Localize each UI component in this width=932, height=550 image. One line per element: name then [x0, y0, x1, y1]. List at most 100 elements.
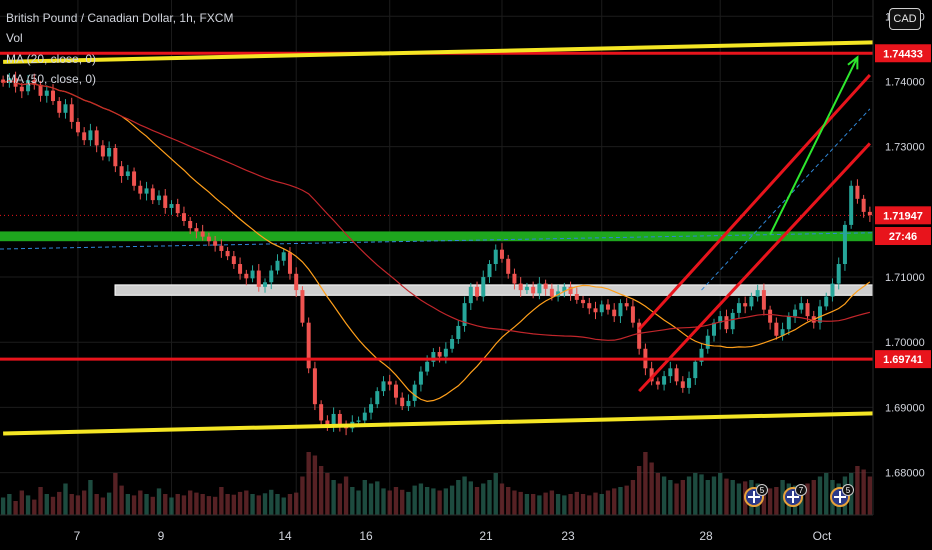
- candle-body: [331, 413, 336, 427]
- volume-bar: [680, 480, 685, 515]
- ma50-line: [2, 79, 871, 341]
- event-count-label: 5: [760, 486, 765, 495]
- candle-body: [674, 368, 679, 382]
- candle-body: [412, 384, 417, 401]
- volume-bar: [643, 452, 648, 515]
- volume-bar: [188, 490, 193, 515]
- zone-green-zone: [0, 231, 873, 242]
- candle-body: [238, 264, 243, 274]
- candle-body: [581, 299, 586, 304]
- volume-bar: [125, 494, 131, 515]
- volume-bar: [780, 480, 785, 515]
- volume-bar: [88, 480, 93, 515]
- candle-body: [836, 264, 841, 284]
- candle-body: [437, 352, 442, 357]
- volume-bar: [867, 476, 873, 515]
- candle-body: [637, 322, 642, 349]
- candle-body: [300, 290, 305, 323]
- candle-body: [768, 309, 773, 323]
- candle-body: [269, 270, 274, 283]
- volume-bar: [456, 480, 461, 515]
- volume-bar: [381, 488, 386, 515]
- candle-body: [599, 304, 604, 313]
- candle-body: [562, 286, 567, 292]
- candle-body: [761, 290, 766, 310]
- candle-body: [163, 195, 168, 208]
- y-tick-label: 1.69000: [885, 402, 925, 414]
- volume-bar: [774, 487, 779, 515]
- candle-body: [150, 188, 155, 201]
- volume-bar: [100, 497, 106, 515]
- candle-body: [319, 404, 324, 421]
- candle-body: [1, 79, 6, 83]
- candle-body: [855, 185, 860, 199]
- candle-body: [82, 132, 87, 141]
- candle-body: [506, 258, 511, 274]
- volume-bar: [156, 488, 162, 515]
- chart-title: British Pound / Canadian Dollar, 1h, FXC…: [6, 11, 234, 25]
- event-count-label: 7: [799, 486, 804, 495]
- candle-body: [487, 264, 492, 278]
- candle-body: [593, 308, 598, 313]
- volume-bar: [718, 473, 723, 515]
- candle-body: [524, 286, 529, 291]
- candle-body: [755, 290, 760, 297]
- volume-bar: [668, 480, 673, 515]
- volume-bar: [674, 483, 679, 515]
- blue-dashed-line: [0, 232, 874, 250]
- candle-body: [206, 236, 211, 242]
- volume-bar: [636, 466, 642, 515]
- candle-body: [32, 80, 37, 85]
- candle-body: [63, 104, 68, 113]
- volume-bar: [331, 480, 336, 515]
- volume-bar: [481, 483, 486, 515]
- volume-bar: [537, 495, 542, 515]
- volume-bar: [350, 487, 355, 515]
- candle-body: [705, 335, 710, 349]
- candle-body: [518, 283, 523, 291]
- volume-bar: [412, 485, 417, 515]
- y-axis-background: [873, 0, 932, 550]
- candle-body: [724, 316, 729, 330]
- candle-body: [668, 368, 673, 377]
- volume-bar: [861, 469, 866, 515]
- candle-body: [574, 294, 579, 300]
- candle-body: [786, 316, 791, 330]
- volume-bar: [225, 494, 230, 515]
- candle-body: [194, 228, 199, 232]
- candle-body: [587, 303, 592, 309]
- event-count-badge: [795, 484, 807, 496]
- price-badge-label: 1.74433: [883, 48, 923, 60]
- projection-arrow-shaft: [769, 56, 859, 236]
- volume-bar: [294, 492, 299, 515]
- ma20-legend: MA (20, close, 0): [6, 52, 97, 66]
- volume-bar: [449, 485, 455, 515]
- y-tick-label: 1.70000: [885, 337, 925, 349]
- volume-bar: [530, 494, 536, 515]
- x-axis-background: [0, 515, 932, 550]
- volume-bar: [406, 491, 411, 515]
- volume-bar: [337, 483, 343, 515]
- volume-bar: [75, 495, 81, 515]
- candle-body: [250, 270, 255, 279]
- price-badge: [875, 350, 931, 369]
- price-badge: [875, 44, 931, 63]
- ma50-legend: MA (50, close, 0): [6, 72, 97, 86]
- volume-bar: [462, 476, 467, 515]
- volume-bar: [630, 480, 636, 515]
- candle-body: [51, 90, 55, 102]
- candle-body: [119, 166, 124, 177]
- candle-body: [44, 90, 49, 96]
- x-tick-label: Oct: [813, 529, 832, 543]
- candle-body: [649, 368, 654, 382]
- volume-bar: [19, 490, 25, 515]
- candle-body: [493, 249, 498, 265]
- volume-bar: [181, 495, 187, 515]
- candle-body: [805, 303, 810, 317]
- volume-bar: [119, 485, 124, 515]
- currency-badge[interactable]: CAD: [889, 8, 921, 30]
- volume-bar: [443, 488, 449, 515]
- volume-bar: [612, 488, 617, 515]
- volume-bar: [13, 501, 18, 515]
